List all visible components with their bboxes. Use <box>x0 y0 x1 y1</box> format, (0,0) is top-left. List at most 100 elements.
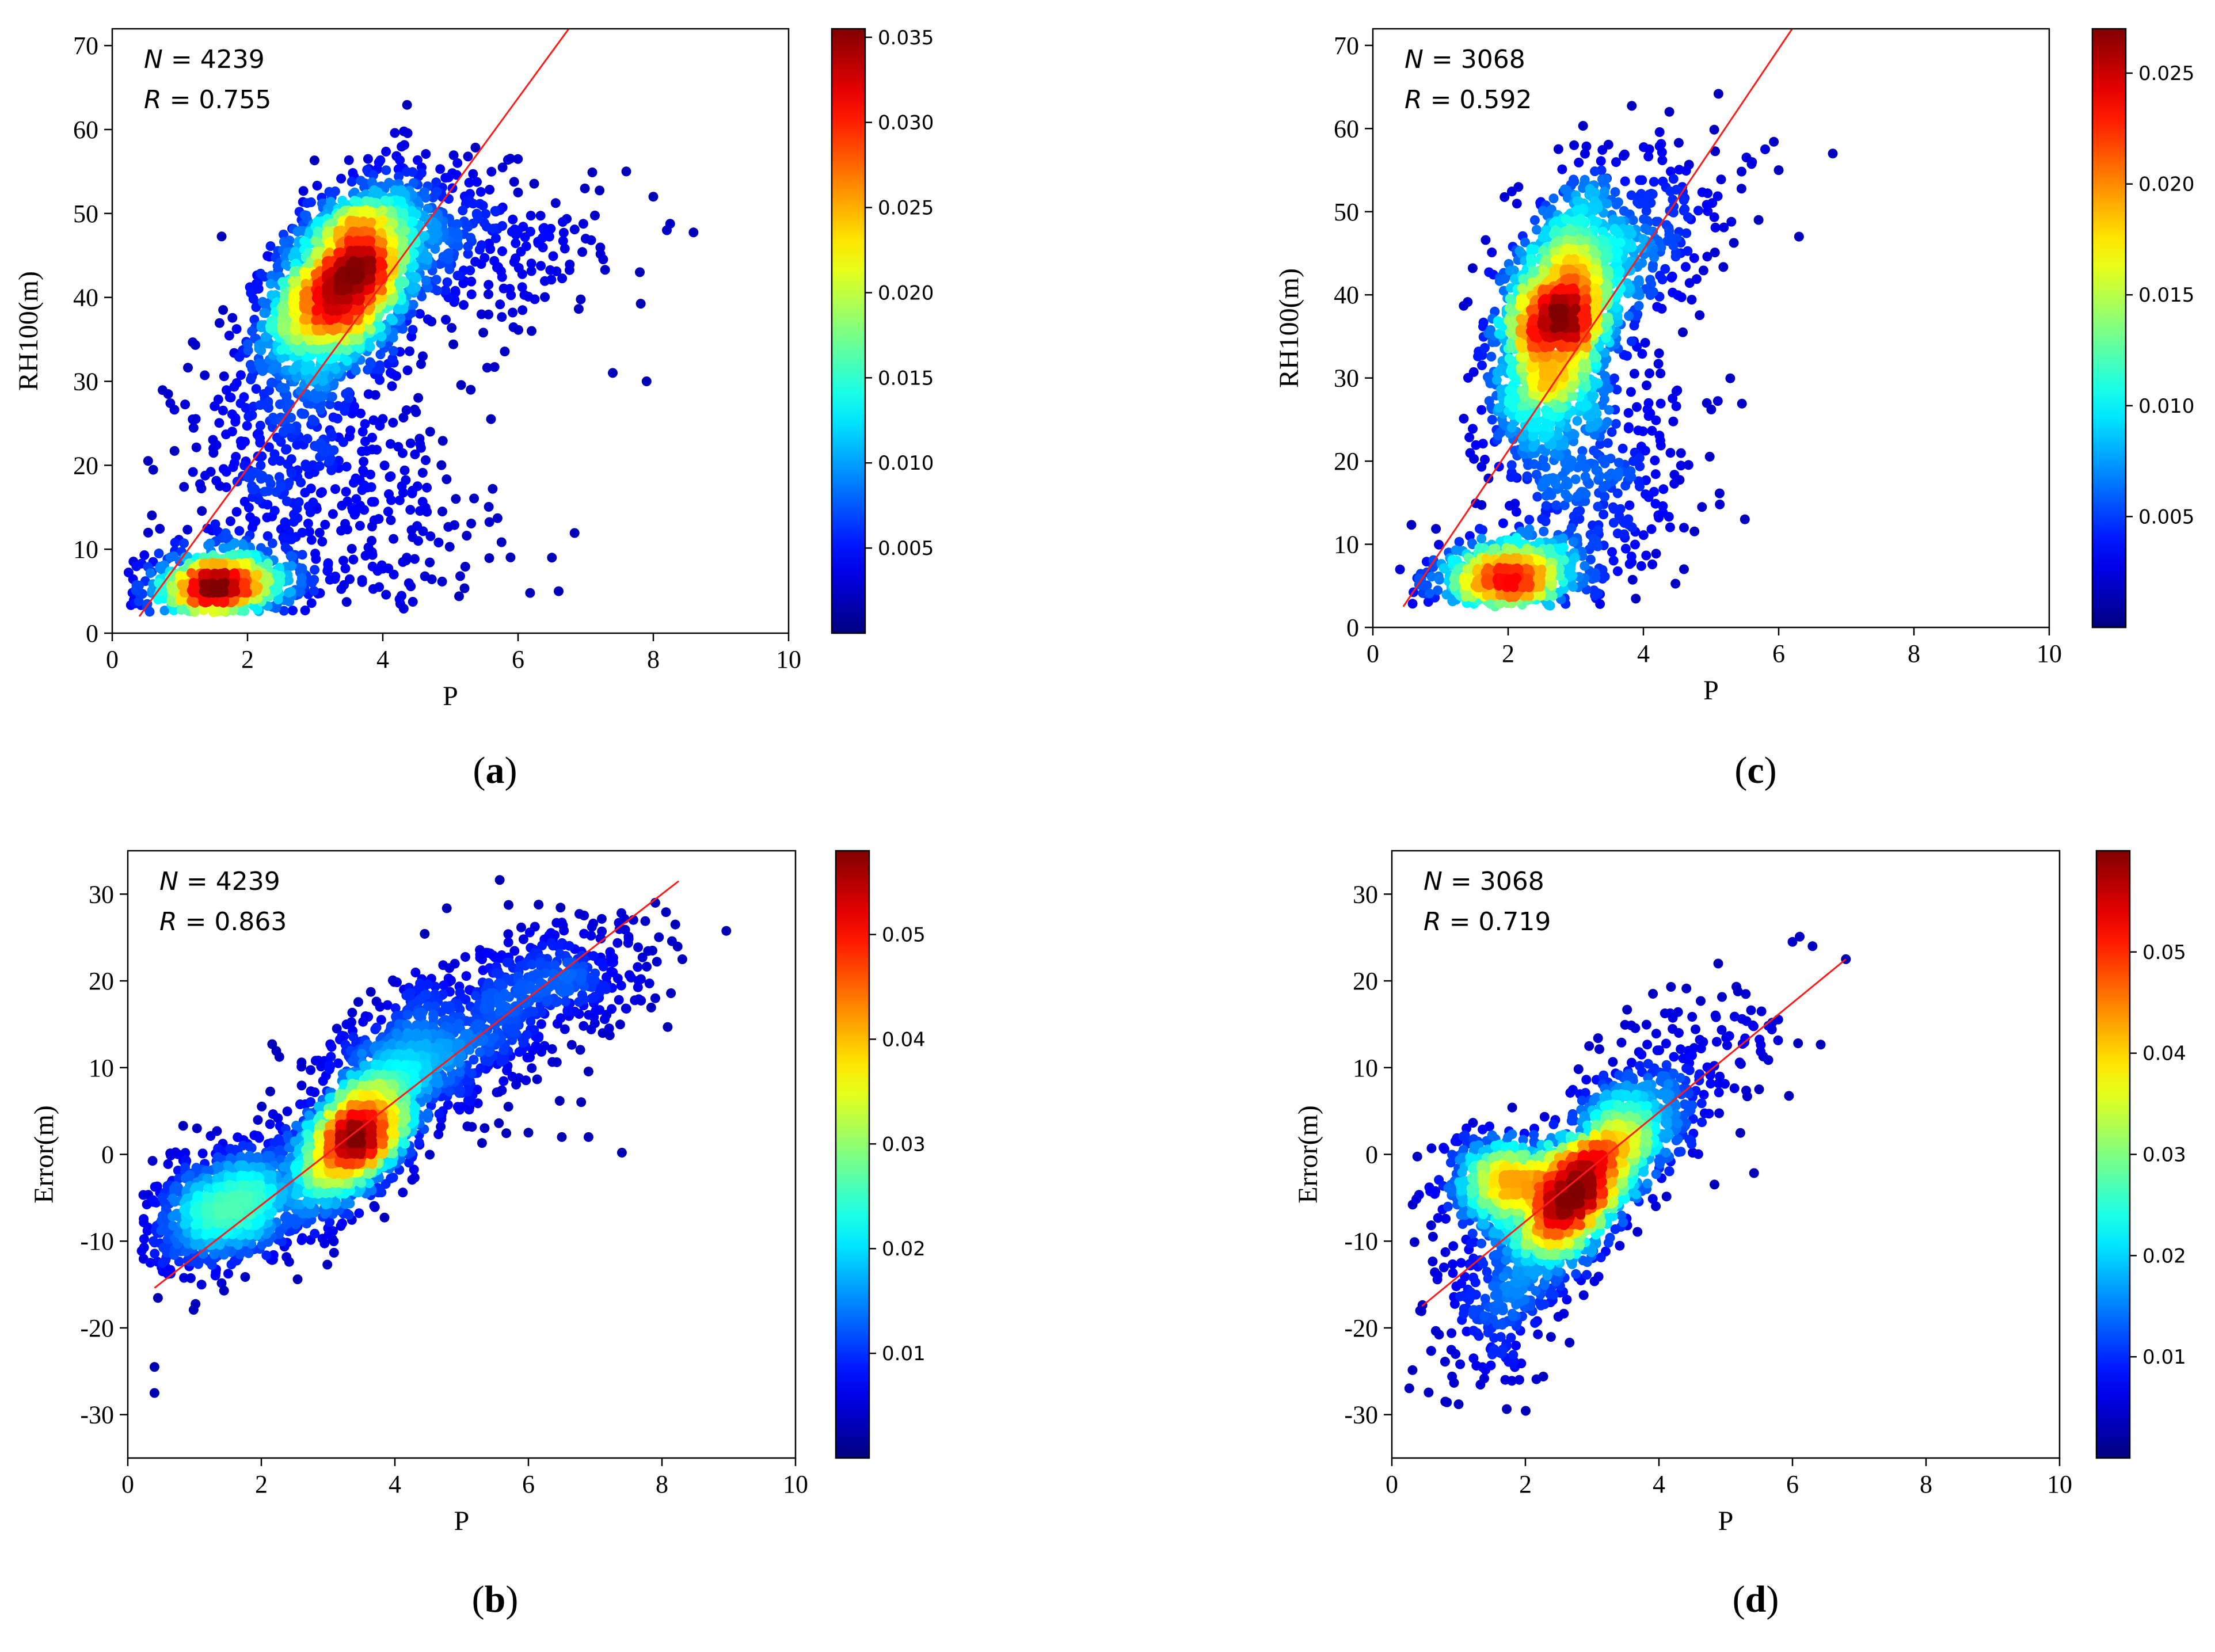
scatter-point <box>338 437 348 447</box>
scatter-point <box>166 1269 176 1279</box>
scatter-point <box>492 513 503 523</box>
scatter-point <box>616 1148 627 1158</box>
scatter-point <box>280 343 290 353</box>
scatter-point <box>210 401 220 412</box>
scatter-point <box>381 165 391 176</box>
scatter-point <box>490 205 500 216</box>
scatter-point <box>197 506 207 516</box>
scatter-point <box>493 262 503 272</box>
scatter-point <box>503 929 513 939</box>
scatter-point <box>497 312 507 322</box>
scatter-point <box>281 496 292 507</box>
scatter-point <box>357 427 368 437</box>
scatter-point <box>354 1208 364 1219</box>
scatter-point <box>633 982 643 992</box>
scatter-point <box>407 207 417 218</box>
scatter-point <box>551 918 562 928</box>
scatter-point <box>459 583 470 593</box>
scatter-point <box>157 1192 168 1202</box>
scatter-point <box>421 275 431 286</box>
scatter-point <box>433 1129 444 1140</box>
scatter-point <box>423 314 433 325</box>
scatter-point <box>229 559 239 569</box>
scatter-point <box>466 385 476 395</box>
scatter-point <box>325 1062 335 1072</box>
scatter-point <box>596 934 606 943</box>
scatter-point <box>390 128 400 138</box>
scatter-point <box>376 560 387 570</box>
scatter-point <box>550 198 561 208</box>
scatter-point <box>495 979 505 988</box>
scatter-point <box>242 421 252 431</box>
scatter-point <box>548 941 558 951</box>
scatter-point <box>564 265 574 275</box>
scatter-point <box>236 436 246 447</box>
scatter-point <box>337 1218 347 1228</box>
scatter-point <box>615 1019 625 1030</box>
scatter-point <box>326 429 337 439</box>
scatter-point <box>299 210 310 220</box>
scatter-point <box>437 507 447 517</box>
scatter-point <box>398 413 409 422</box>
scatter-point <box>441 315 451 325</box>
scatter-point <box>329 353 339 363</box>
scatter-point <box>345 216 355 227</box>
scatter-point <box>577 989 587 1000</box>
scatter-point <box>228 595 238 606</box>
scatter-point <box>182 524 193 535</box>
y-tick-label: 70 <box>73 32 98 60</box>
y-tick-label: 0 <box>86 619 98 648</box>
scatter-point <box>600 1014 610 1025</box>
scatter-point <box>507 227 517 237</box>
scatter-point <box>560 243 570 254</box>
scatter-point <box>255 433 265 444</box>
scatter-point <box>484 517 494 527</box>
scatter-point <box>340 564 351 574</box>
scatter-point <box>358 1017 368 1027</box>
scatter-point <box>279 229 288 239</box>
scatter-point <box>398 603 409 614</box>
y-tick-label: 40 <box>73 284 98 312</box>
scatter-point <box>243 345 253 356</box>
scatter-point <box>366 359 376 369</box>
scatter-point <box>489 362 500 372</box>
scatter-point <box>309 586 319 596</box>
scatter-point <box>223 533 233 543</box>
scatter-point <box>581 234 591 244</box>
scatter-point <box>600 265 610 275</box>
y-tick-label: 10 <box>73 535 98 564</box>
scatter-point <box>370 1024 380 1034</box>
scatter-point <box>415 506 425 516</box>
scatter-point <box>547 1044 557 1054</box>
stat-annotation: R = 0.755 <box>144 85 271 115</box>
scatter-point <box>290 323 300 334</box>
scatter-point <box>307 577 317 588</box>
scatter-point <box>475 199 485 209</box>
scatter-point <box>670 919 680 930</box>
scatter-point <box>461 971 471 981</box>
scatter-point <box>385 472 395 482</box>
scatter-point <box>180 1162 190 1173</box>
scatter-point <box>418 526 428 536</box>
scatter-point <box>648 192 659 202</box>
scatter-point <box>459 300 469 310</box>
scatter-point <box>205 538 215 549</box>
scatter-point <box>375 155 386 165</box>
scatter-point <box>208 607 219 617</box>
scatter-point <box>500 347 510 357</box>
scatter-point <box>276 382 287 393</box>
scatter-point <box>197 1148 208 1159</box>
scatter-point <box>503 937 513 947</box>
colorbar-tick-label: 0.030 <box>878 112 934 135</box>
scatter-point <box>525 588 535 598</box>
scatter-point <box>409 178 418 188</box>
scatter-point <box>292 1274 303 1284</box>
scatter-point <box>466 276 477 287</box>
scatter-point <box>343 315 353 325</box>
scatter-point <box>158 1266 168 1277</box>
scatter-point <box>269 449 280 459</box>
scatter-point <box>205 1131 216 1141</box>
scatter-point <box>344 235 354 246</box>
scatter-point <box>264 442 274 452</box>
